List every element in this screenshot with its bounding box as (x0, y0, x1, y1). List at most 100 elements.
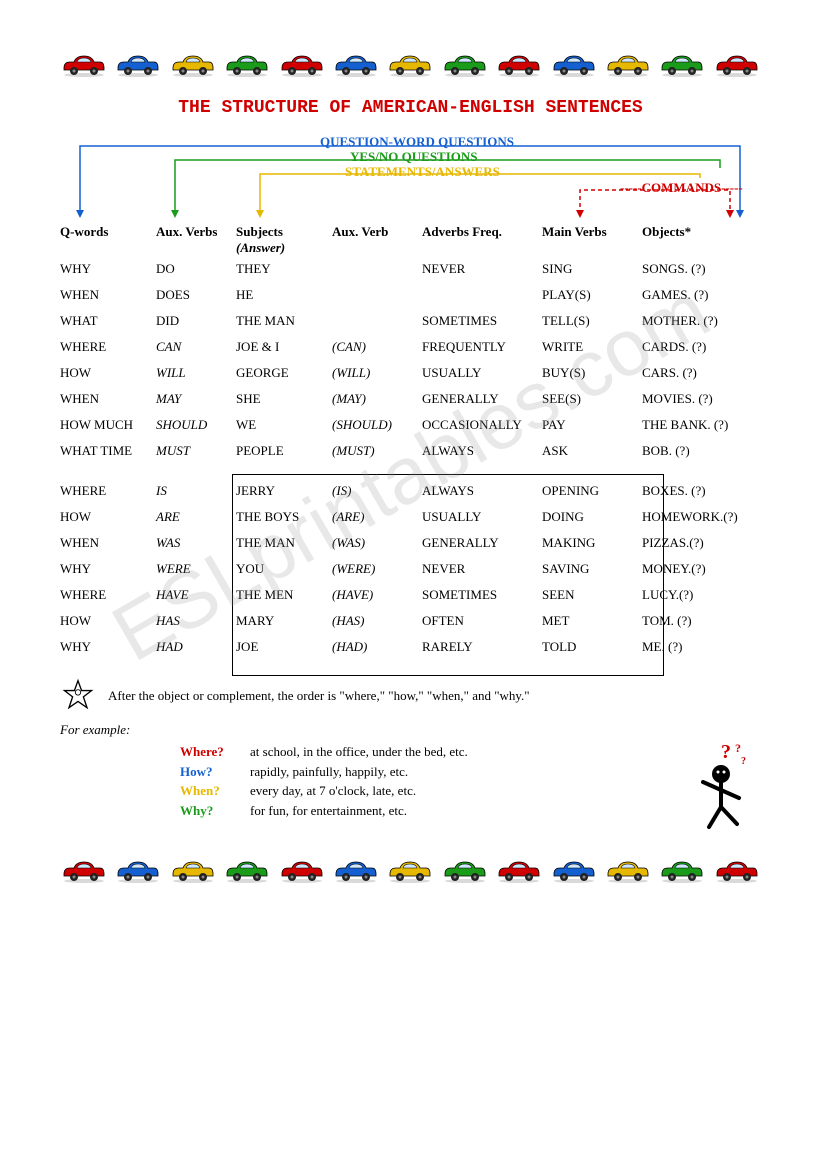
cell-aux2: (SHOULD) (332, 417, 422, 433)
cell-aux2: (HAD) (332, 639, 422, 655)
table-headers: Q-words Aux. Verbs Subjects (Answer) Aux… (60, 224, 761, 256)
example-answer: at school, in the office, under the bed,… (250, 742, 468, 762)
table-row: WHYDOTHEYNEVERSINGSONGS. (?) (60, 256, 761, 282)
cell-qword: WHAT TIME (60, 443, 156, 459)
cell-object: MOTHER. (?) (642, 313, 752, 329)
car-icon (441, 856, 489, 884)
cell-qword: WHEN (60, 287, 156, 303)
cell-aux2: (HAVE) (332, 587, 422, 603)
car-icon (332, 856, 380, 884)
cell-object: THE BANK. (?) (642, 417, 752, 433)
note-row: After the object or complement, the orde… (60, 678, 761, 714)
cell-mainverb: PAY (542, 417, 642, 433)
cell-aux1: IS (156, 483, 236, 499)
cell-qword: WHERE (60, 587, 156, 603)
car-icon (114, 856, 162, 884)
header-qwords: Q-words (60, 224, 156, 256)
car-icon (332, 50, 380, 78)
table-group-1: WHYDOTHEYNEVERSINGSONGS. (?)WHENDOESHEPL… (60, 256, 761, 464)
cell-object: HOMEWORK.(?) (642, 509, 752, 525)
cell-mainverb: SEEN (542, 587, 642, 603)
header-mainverbs: Main Verbs (542, 224, 642, 256)
cell-qword: WHY (60, 561, 156, 577)
cell-aux1: DO (156, 261, 236, 277)
car-icon (604, 856, 652, 884)
cell-subject: GEORGE (236, 365, 332, 381)
cell-object: SONGS. (?) (642, 261, 752, 277)
car-icon (495, 856, 543, 884)
label-qword: QUESTION-WORD QUESTIONS (320, 134, 514, 150)
cell-aux2: (WILL) (332, 365, 422, 381)
table-row: WHENMAYSHE(MAY)GENERALLYSEE(S)MOVIES. (?… (60, 386, 761, 412)
cell-adverb: SOMETIMES (422, 587, 542, 603)
cell-aux1: HAS (156, 613, 236, 629)
page-title: THE STRUCTURE OF AMERICAN-ENGLISH SENTEN… (60, 98, 761, 118)
cell-qword: HOW (60, 365, 156, 381)
car-icon (278, 50, 326, 78)
car-icon (604, 50, 652, 78)
table-row: WHERECANJOE & I(CAN)FREQUENTLYWRITECARDS… (60, 334, 761, 360)
cell-aux1: WAS (156, 535, 236, 551)
cell-adverb: USUALLY (422, 509, 542, 525)
cell-aux1: ARE (156, 509, 236, 525)
examples-block: Where?at school, in the office, under th… (60, 742, 761, 832)
cell-aux1: MUST (156, 443, 236, 459)
note-text: After the object or complement, the orde… (108, 688, 530, 704)
example-qword: When? (180, 781, 250, 801)
cell-aux2: (MUST) (332, 443, 422, 459)
table-row: WHENWASTHE MAN(WAS)GENERALLYMAKINGPIZZAS… (60, 530, 761, 556)
cell-object: CARS. (?) (642, 365, 752, 381)
cell-qword: HOW MUCH (60, 417, 156, 433)
table-row: WHENDOESHEPLAY(S)GAMES. (?) (60, 282, 761, 308)
cell-mainverb: SING (542, 261, 642, 277)
table-row: HOWARETHE BOYS(ARE)USUALLYDOINGHOMEWORK.… (60, 504, 761, 530)
cell-aux1: SHOULD (156, 417, 236, 433)
car-icon (550, 50, 598, 78)
car-icon (713, 856, 761, 884)
header-subjects: Subjects (Answer) (236, 224, 332, 256)
cell-aux2: (WERE) (332, 561, 422, 577)
example-line: Why?for fun, for entertainment, etc. (180, 801, 468, 821)
structure-diagram: QUESTION-WORD QUESTIONS YES/NO QUESTIONS… (60, 128, 761, 218)
cell-object: TOM. (?) (642, 613, 752, 629)
cell-adverb (422, 287, 542, 303)
table-row: WHAT TIMEMUSTPEOPLE(MUST)ALWAYSASKBOB. (… (60, 438, 761, 464)
cell-adverb: USUALLY (422, 365, 542, 381)
car-icon (386, 856, 434, 884)
table-row: WHYWEREYOU(WERE)NEVERSAVINGMONEY.(?) (60, 556, 761, 582)
cell-mainverb: SEE(S) (542, 391, 642, 407)
table-row: WHEREISJERRY(IS)ALWAYSOPENINGBOXES. (?) (60, 478, 761, 504)
cell-aux1: HAVE (156, 587, 236, 603)
cell-aux2: (MAY) (332, 391, 422, 407)
cell-mainverb: DOING (542, 509, 642, 525)
cell-adverb: OFTEN (422, 613, 542, 629)
cell-object: MONEY.(?) (642, 561, 752, 577)
cell-qword: WHY (60, 261, 156, 277)
cell-subject: MARY (236, 613, 332, 629)
cell-subject: THE MEN (236, 587, 332, 603)
cell-aux2: (HAS) (332, 613, 422, 629)
example-line: When?every day, at 7 o'clock, late, etc. (180, 781, 468, 801)
cell-aux1: WILL (156, 365, 236, 381)
cell-adverb: GENERALLY (422, 535, 542, 551)
cell-subject: THE MAN (236, 313, 332, 329)
example-answer: rapidly, painfully, happily, etc. (250, 762, 408, 782)
star-person-icon (60, 678, 96, 714)
header-adverbs: Adverbs Freq. (422, 224, 542, 256)
svg-text:?: ? (735, 742, 741, 755)
cell-aux2 (332, 287, 422, 303)
cell-subject: JOE (236, 639, 332, 655)
car-icon (658, 856, 706, 884)
table-row: WHYHADJOE(HAD)RARELYTOLDME. (?) (60, 634, 761, 660)
example-qword: Why? (180, 801, 250, 821)
cell-mainverb: TOLD (542, 639, 642, 655)
car-icon (386, 50, 434, 78)
table-row: WHEREHAVETHE MEN(HAVE)SOMETIMESSEENLUCY.… (60, 582, 761, 608)
cell-adverb: ALWAYS (422, 443, 542, 459)
table-row: HOWWILLGEORGE(WILL)USUALLYBUY(S)CARS. (?… (60, 360, 761, 386)
example-answer: every day, at 7 o'clock, late, etc. (250, 781, 416, 801)
cell-subject: JERRY (236, 483, 332, 499)
table-row: WHATDIDTHE MANSOMETIMESTELL(S)MOTHER. (?… (60, 308, 761, 334)
car-icon (441, 50, 489, 78)
cell-object: MOVIES. (?) (642, 391, 752, 407)
